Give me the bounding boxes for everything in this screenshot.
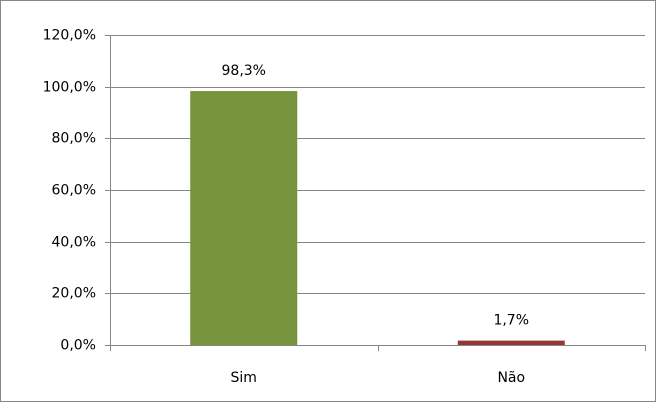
- y-tick-label: 80,0%: [52, 131, 96, 147]
- bar: [190, 91, 298, 345]
- y-tick-label: 120,0%: [43, 28, 96, 44]
- data-label: 98,3%: [222, 63, 266, 79]
- x-tick-label: Sim: [231, 370, 257, 386]
- bar: [457, 340, 565, 345]
- y-tick-label: 20,0%: [52, 286, 96, 302]
- y-tick-label: 0,0%: [60, 338, 96, 354]
- y-tick-label: 40,0%: [52, 235, 96, 251]
- y-tick-label: 100,0%: [43, 80, 96, 96]
- data-label: 1,7%: [493, 313, 529, 329]
- y-tick-label: 60,0%: [52, 183, 96, 199]
- x-tick-label: Não: [497, 370, 525, 386]
